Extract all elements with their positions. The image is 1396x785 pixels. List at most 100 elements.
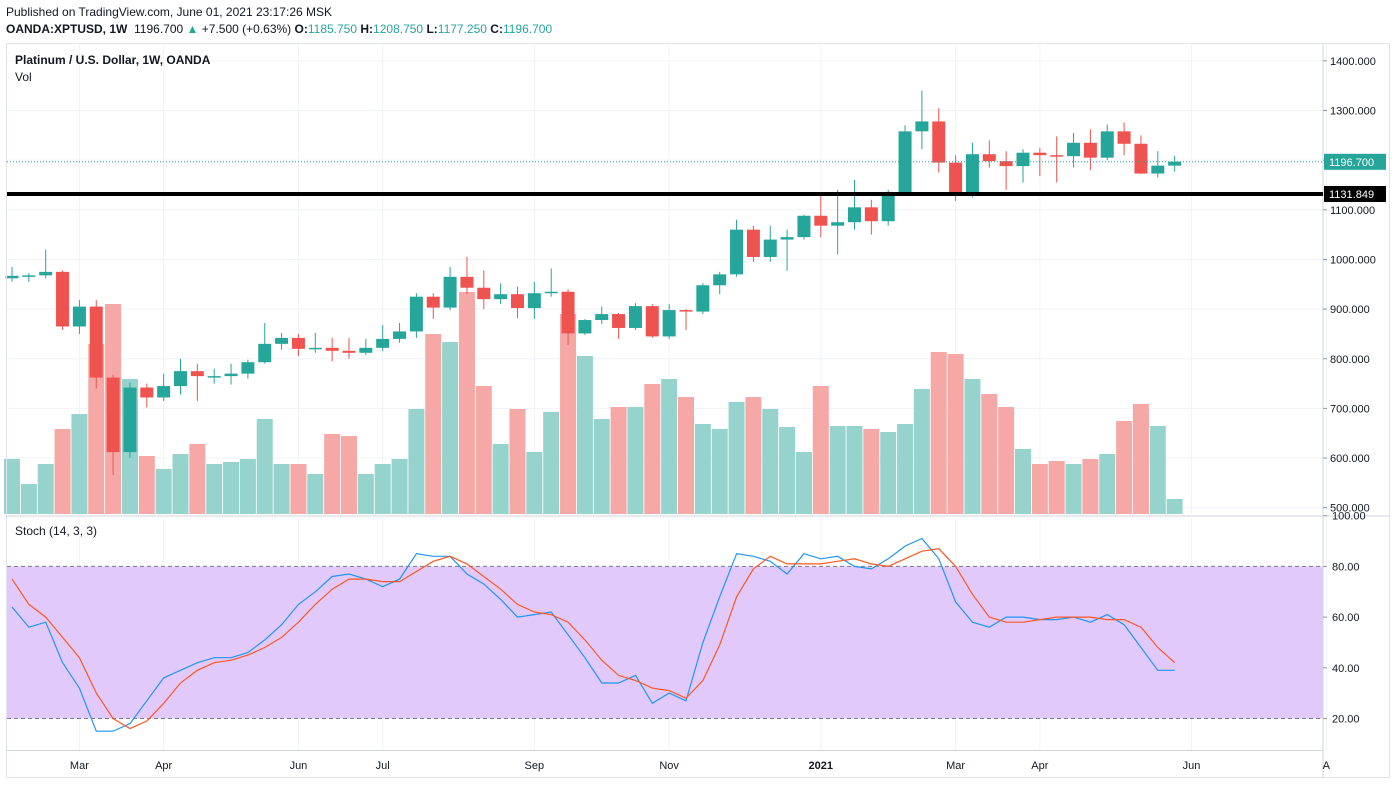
price-tick-label: 700.000	[1330, 403, 1370, 415]
candle-body[interactable]	[359, 347, 373, 353]
candle-body[interactable]	[848, 207, 861, 223]
volume-bar	[138, 456, 155, 514]
symbol-label[interactable]: OANDA:XPTUSD, 1W	[6, 22, 128, 36]
candle-body[interactable]	[898, 131, 912, 193]
candle-body[interactable]	[544, 291, 558, 294]
candle-body[interactable]	[763, 239, 777, 257]
candle-body[interactable]	[932, 121, 946, 163]
volume-bar	[779, 427, 796, 514]
candle-body[interactable]	[39, 271, 53, 276]
candle-body[interactable]	[56, 271, 70, 327]
candle-body[interactable]	[746, 229, 760, 257]
candle-body[interactable]	[22, 275, 36, 277]
candle-body[interactable]	[393, 331, 407, 339]
chart-frame	[6, 43, 1390, 778]
candle-body[interactable]	[1100, 131, 1114, 158]
price-tick-label: 1300.000	[1330, 106, 1376, 118]
volume-bar	[20, 484, 37, 514]
candle-body[interactable]	[511, 294, 524, 309]
candle-body[interactable]	[460, 276, 474, 288]
candle-body[interactable]	[409, 296, 423, 332]
candle-body[interactable]	[831, 222, 845, 226]
volume-bar	[206, 464, 223, 514]
candle-body[interactable]	[291, 337, 305, 349]
candle-body[interactable]	[174, 371, 187, 387]
candle-body[interactable]	[662, 310, 676, 337]
candle-body[interactable]	[881, 192, 895, 222]
candle-body[interactable]	[123, 387, 137, 453]
candle-body[interactable]	[999, 161, 1013, 167]
candle-body[interactable]	[696, 285, 710, 312]
candle-body[interactable]	[612, 314, 626, 328]
candle-body[interactable]	[1083, 142, 1097, 158]
candle-body[interactable]	[628, 306, 642, 328]
volume-bar	[239, 459, 256, 514]
candle-body[interactable]	[780, 237, 794, 240]
candle-body[interactable]	[224, 373, 238, 377]
candle-body[interactable]	[949, 162, 963, 194]
volume-bar	[408, 409, 425, 514]
volume-bar	[560, 314, 577, 514]
candle-body[interactable]	[443, 276, 457, 308]
candle-body[interactable]	[1016, 152, 1030, 167]
volume-bar	[223, 462, 240, 514]
stoch-tick-label: 100.00	[1332, 511, 1366, 523]
candle-body[interactable]	[679, 310, 693, 312]
candle-body[interactable]	[342, 350, 356, 353]
candle-body[interactable]	[1134, 143, 1148, 174]
candle-body[interactable]	[1050, 155, 1064, 157]
volume-bar	[1116, 421, 1133, 514]
candle-body[interactable]	[797, 215, 811, 238]
candle-body[interactable]	[376, 338, 390, 348]
candle-body[interactable]	[5, 275, 19, 279]
candle-body[interactable]	[730, 229, 744, 275]
volume-bar	[897, 424, 914, 514]
candle-body[interactable]	[915, 121, 929, 132]
candle-body[interactable]	[494, 294, 508, 300]
volume-bar	[644, 384, 661, 514]
support-level[interactable]: 1131.849	[7, 185, 1386, 202]
price-tick-label: 1100.000	[1330, 205, 1375, 217]
candle-body[interactable]	[595, 314, 609, 321]
volume-bar	[4, 459, 20, 514]
candlesticks[interactable]	[5, 90, 1324, 475]
candle-body[interactable]	[275, 337, 289, 344]
candle-body[interactable]	[258, 343, 272, 363]
candle-body[interactable]	[157, 386, 171, 398]
candle-body[interactable]	[814, 215, 828, 226]
candle-body[interactable]	[72, 306, 86, 327]
candle-body[interactable]	[89, 306, 103, 378]
stoch-k-line	[11, 537, 1175, 732]
candle-body[interactable]	[308, 347, 322, 350]
close-label: C:	[490, 22, 503, 36]
high-label: H:	[360, 22, 374, 36]
candle-body[interactable]	[1168, 161, 1182, 166]
candle-body[interactable]	[1067, 142, 1081, 157]
price-tick-label: 1400.000	[1330, 56, 1376, 68]
candle-body[interactable]	[190, 371, 204, 377]
candle-body[interactable]	[241, 362, 255, 374]
candle-body[interactable]	[578, 320, 592, 334]
candle-body[interactable]	[477, 287, 491, 300]
volume-bar	[155, 469, 172, 514]
candle-body[interactable]	[965, 154, 979, 194]
candle-body[interactable]	[207, 376, 221, 378]
level-badge-text: 1131.849	[1329, 189, 1374, 201]
candle-body[interactable]	[1151, 165, 1165, 174]
candle-body[interactable]	[645, 306, 659, 337]
candle-body[interactable]	[982, 154, 996, 162]
candle-body[interactable]	[527, 293, 541, 309]
price-tick-label: 500.000	[1330, 503, 1370, 515]
volume-bar	[290, 464, 307, 514]
candle-body[interactable]	[426, 296, 440, 308]
candle-body[interactable]	[106, 377, 120, 453]
candle-body[interactable]	[864, 207, 878, 222]
candle-body[interactable]	[325, 347, 339, 351]
candle-body[interactable]	[561, 291, 575, 334]
candle-body[interactable]	[140, 387, 154, 398]
candle-body[interactable]	[1033, 152, 1047, 156]
candle-body[interactable]	[713, 274, 727, 286]
close-value: 1196.700	[502, 22, 553, 36]
candle-body[interactable]	[1117, 131, 1131, 144]
